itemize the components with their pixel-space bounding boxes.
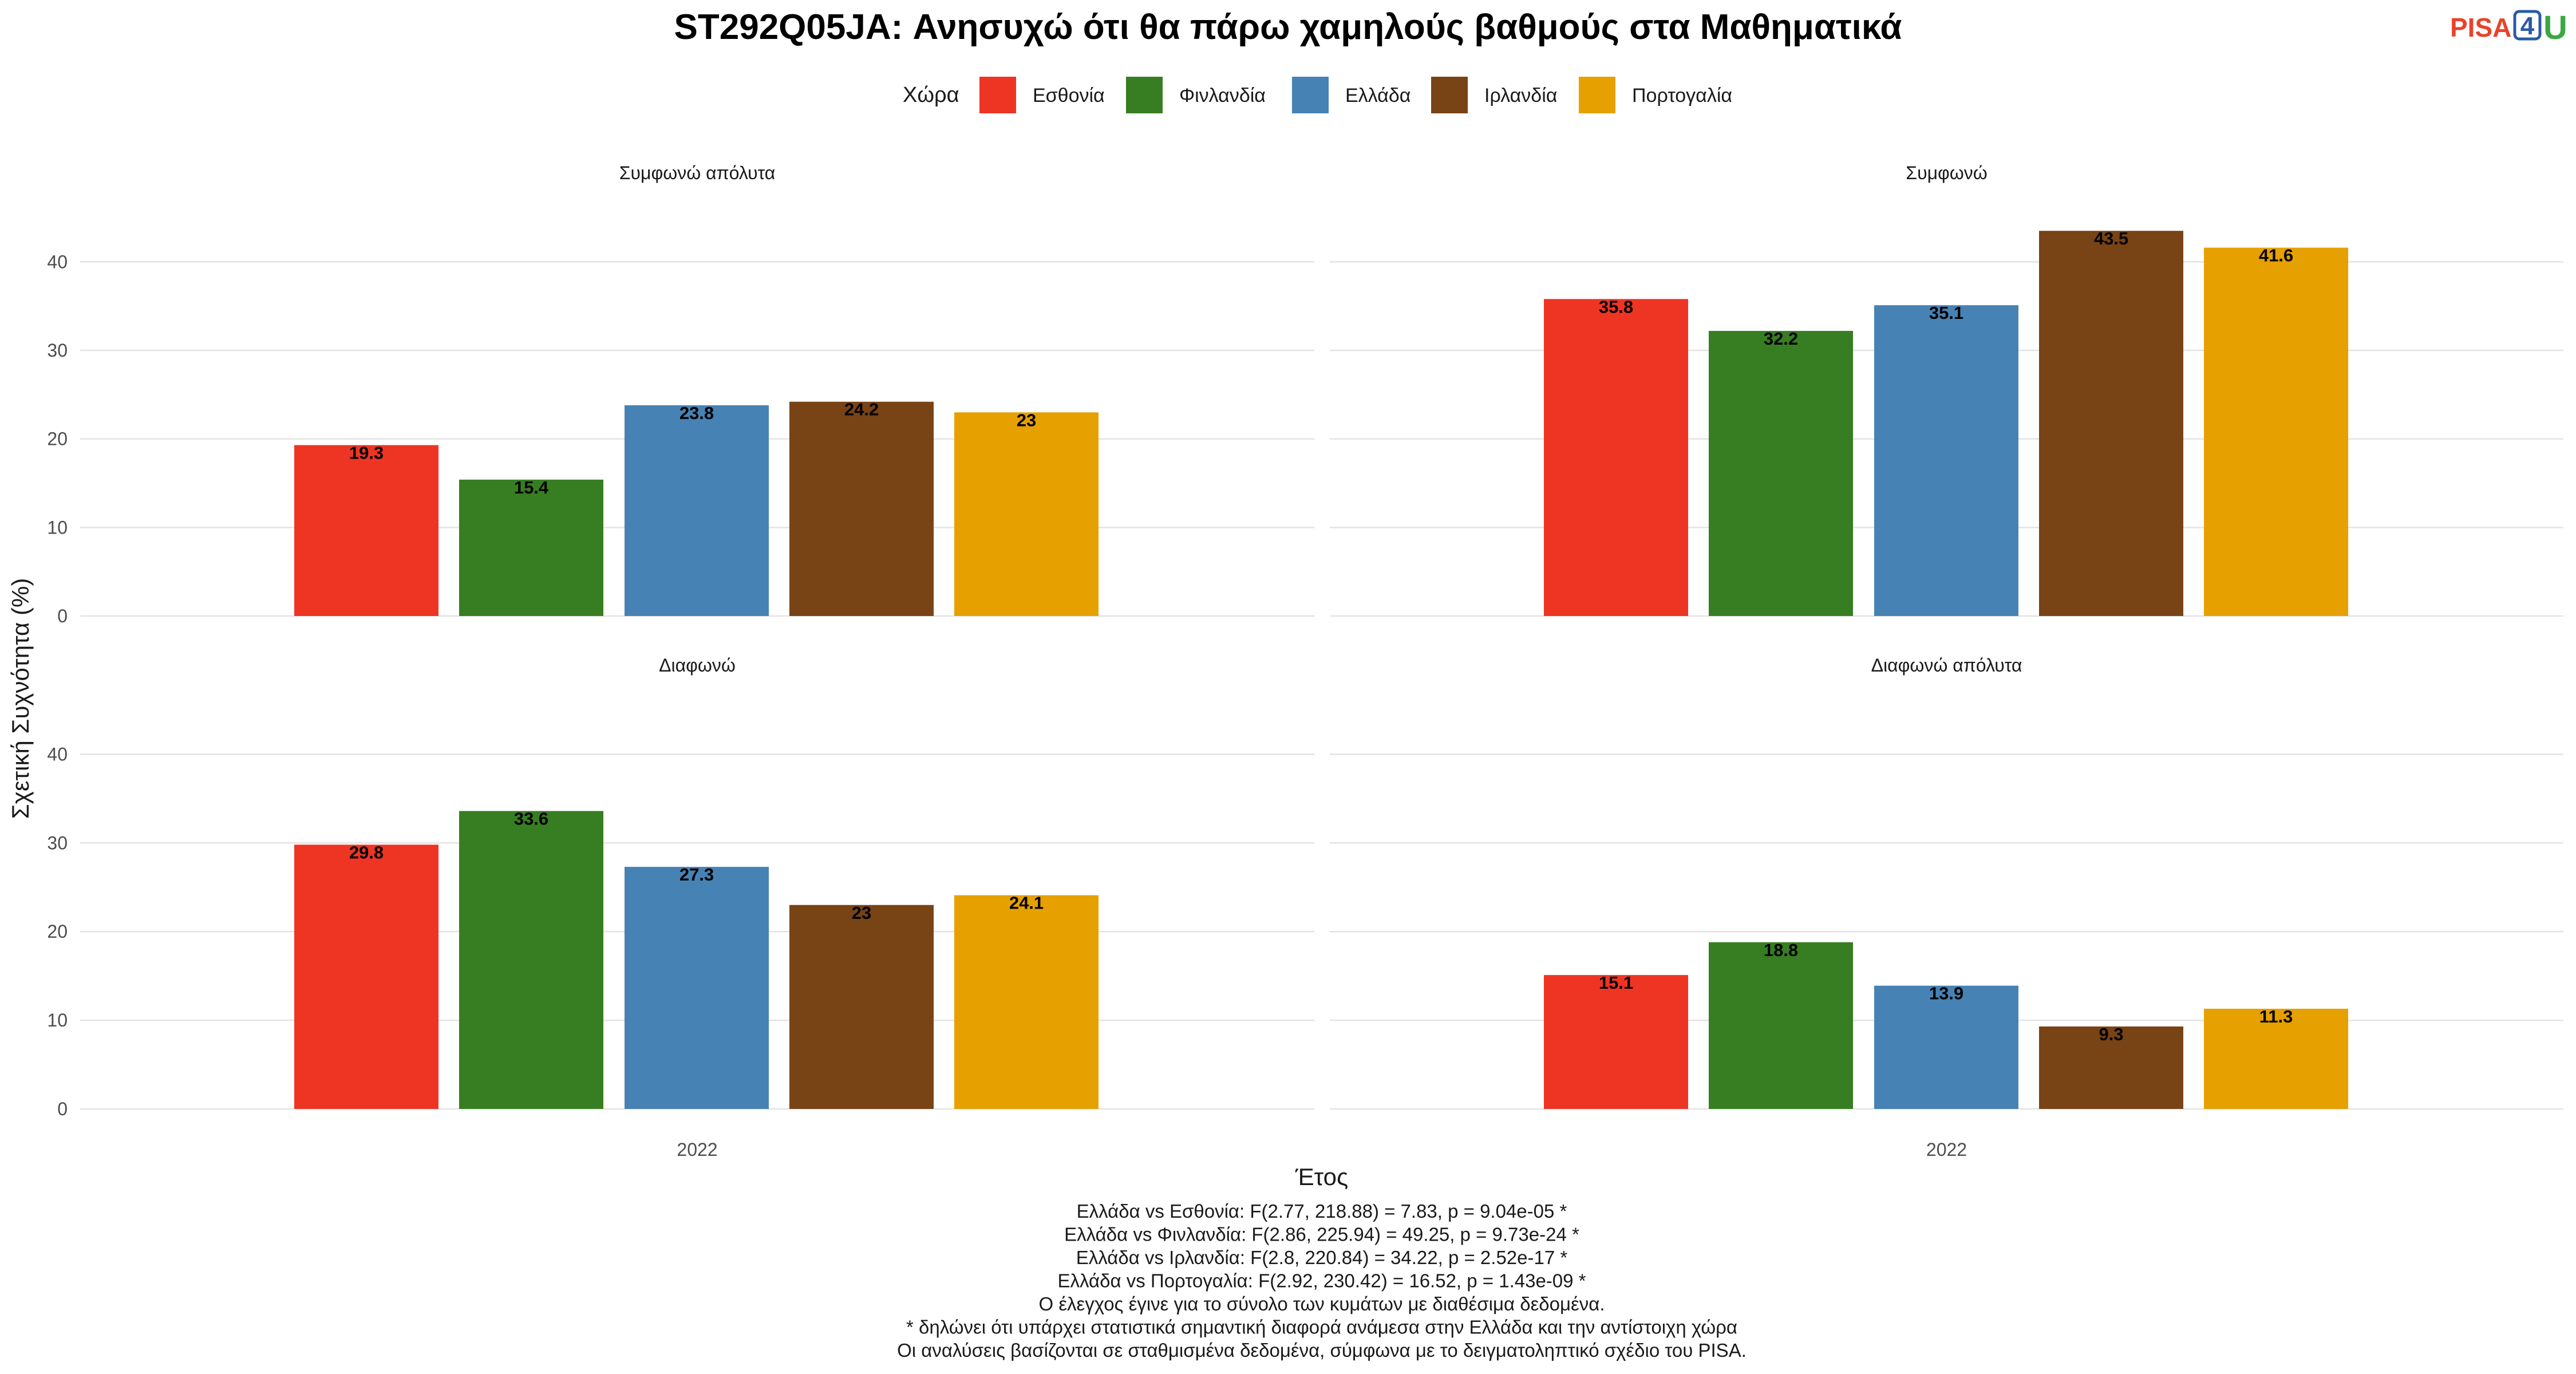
logo-four-text: 4 [2520, 12, 2535, 40]
bar-value-label: 9.3 [2099, 1024, 2123, 1044]
bar-value-label: 18.8 [1764, 940, 1798, 960]
bar [2039, 1026, 2183, 1109]
caption-line: Ελλάδα vs Πορτογαλία: F(2.92, 230.42) = … [1057, 1270, 1586, 1292]
bar-value-label: 19.3 [349, 443, 384, 463]
bar-value-label: 41.6 [2259, 246, 2293, 266]
legend-title: Χώρα [903, 83, 959, 107]
logo-four-box [2513, 10, 2542, 41]
caption-line: * δηλώνει ότι υπάρχει στατιστικά σημαντι… [906, 1317, 1737, 1338]
caption-line: Οι αναλύσεις βασίζονται σε σταθμισμένα δ… [897, 1340, 1747, 1361]
legend: Χώρα Εσθονία Φινλανδία Ελλάδα Ιρλανδία Πορτογ… [903, 77, 1732, 113]
y-tick-label: 30 [47, 340, 68, 361]
bar [954, 895, 1099, 1109]
bar-value-label: 15.4 [514, 477, 549, 498]
legend-item-5-label: Πορτογαλία [1632, 85, 1732, 106]
bar-value-label: 35.1 [1929, 303, 1963, 323]
legend-item-2-label: Φινλανδία [1179, 85, 1266, 106]
bar [625, 405, 769, 616]
legend-item-4-swatch [1431, 77, 1468, 113]
bar [294, 445, 438, 616]
legend-item-5: Πορτογαλία [1579, 77, 1732, 113]
bar-value-label: 15.1 [1599, 973, 1633, 993]
legend-item-2: Φινλανδία [1126, 77, 1266, 113]
x-tick-label: 2022 [1926, 1139, 1967, 1160]
bar [1709, 942, 1853, 1109]
panel-strip-label: Διαφωνώ απόλυτα [1871, 655, 2022, 676]
y-tick-label: 0 [57, 606, 68, 626]
y-tick-label: 40 [47, 744, 68, 764]
bar [789, 401, 934, 616]
chart-title: ST292Q05JA: Ανησυχώ ότι θα πάρω χαμηλούς… [674, 7, 1902, 47]
bar-value-label: 23 [852, 903, 871, 923]
bar [459, 811, 603, 1109]
legend-item-3-label: Ελλάδα [1345, 85, 1411, 106]
x-tick-label: 2022 [677, 1139, 717, 1160]
bar [1544, 299, 1688, 616]
logo-pisa-text: PISA [2450, 13, 2511, 42]
bar-value-label: 43.5 [2094, 228, 2128, 248]
chart-panels: 0 10 20 30 40 Συμφωνώ απόλυτα 19.3 15.4 23.8 24.2… [47, 163, 2563, 1160]
bar [789, 905, 934, 1109]
panel-strip-label: Συμφωνώ [1906, 163, 1987, 183]
legend-item-5-swatch [1579, 77, 1615, 113]
legend-item-4: Ιρλανδία [1431, 77, 1557, 113]
logo-u-text: U [2543, 9, 2567, 46]
legend-item-1-swatch [979, 77, 1016, 113]
y-tick-label: 20 [47, 921, 68, 942]
bar-value-label: 23.8 [679, 403, 714, 423]
legend-item-3: Ελλάδα [1292, 77, 1411, 113]
legend-item-3-swatch [1292, 77, 1329, 113]
y-axis-title: Σχετική Συχνότητα (%) [7, 578, 34, 819]
y-tick-label: 30 [47, 832, 68, 853]
y-tick-label: 40 [47, 251, 68, 272]
caption-line: Ελλάδα vs Ιρλανδία: F(2.8, 220.84) = 34.… [1076, 1247, 1568, 1268]
bar [2204, 1008, 2348, 1109]
bar [294, 844, 438, 1109]
panel-3: 0 10 20 30 40 Διαφωνώ 29.8 33.6 27.3 23 24.1 2022 [47, 655, 1314, 1160]
panel-strip-label: Συμφωνώ απόλυτα [619, 163, 776, 183]
bar [1874, 305, 2018, 616]
bar-value-label: 35.8 [1599, 297, 1633, 317]
bar-value-label: 27.3 [679, 864, 714, 885]
bar [2204, 247, 2348, 616]
y-tick-label: 10 [47, 1010, 68, 1030]
logo: PISA 4 U [2450, 9, 2567, 46]
bar-value-label: 33.6 [514, 809, 548, 829]
panel-2: Συμφωνώ 35.8 32.2 35.1 43.5 41.6 [1330, 163, 2563, 617]
bar [1709, 330, 1853, 616]
bar-value-label: 24.2 [844, 400, 879, 420]
legend-item-1: Εσθονία [979, 77, 1105, 113]
bar [1874, 985, 2018, 1109]
panel-strip-label: Διαφωνώ [659, 655, 736, 676]
bar [2039, 231, 2183, 616]
caption-line: Ελλάδα vs Φινλανδία: F(2.86, 225.94) = 4… [1064, 1224, 1579, 1245]
bar-value-label: 29.8 [349, 842, 384, 862]
bar [954, 412, 1099, 616]
legend-item-2-swatch [1126, 77, 1163, 113]
bar [625, 867, 769, 1109]
bar-value-label: 24.1 [1009, 893, 1044, 913]
legend-item-1-label: Εσθονία [1033, 85, 1105, 106]
y-tick-label: 0 [57, 1099, 68, 1119]
bar-value-label: 13.9 [1929, 984, 1963, 1004]
caption: Ελλάδα vs Εσθονία: F(2.77, 218.88) = 7.8… [897, 1201, 1747, 1361]
caption-line: Ο έλεγχος έγινε για το σύνολο των κυμάτω… [1039, 1293, 1605, 1314]
panel-4: Διαφωνώ απόλυτα 15.1 18.8 13.9 9.3 11.3 2022 [1330, 655, 2563, 1160]
x-axis-title: Έτος [1295, 1163, 1349, 1190]
y-tick-label: 20 [47, 429, 68, 449]
legend-item-4-label: Ιρλανδία [1484, 85, 1557, 106]
bar-value-label: 23 [1017, 410, 1036, 430]
panel-1: 0 10 20 30 40 Συμφωνώ απόλυτα 19.3 15.4 23.8 24.2… [47, 163, 1314, 626]
bar [459, 479, 603, 616]
bar-value-label: 11.3 [2259, 1006, 2293, 1026]
y-tick-label: 10 [47, 517, 68, 538]
caption-line: Ελλάδα vs Εσθονία: F(2.77, 218.88) = 7.8… [1077, 1201, 1567, 1222]
bar-value-label: 32.2 [1764, 329, 1798, 349]
bar [1544, 975, 1688, 1109]
